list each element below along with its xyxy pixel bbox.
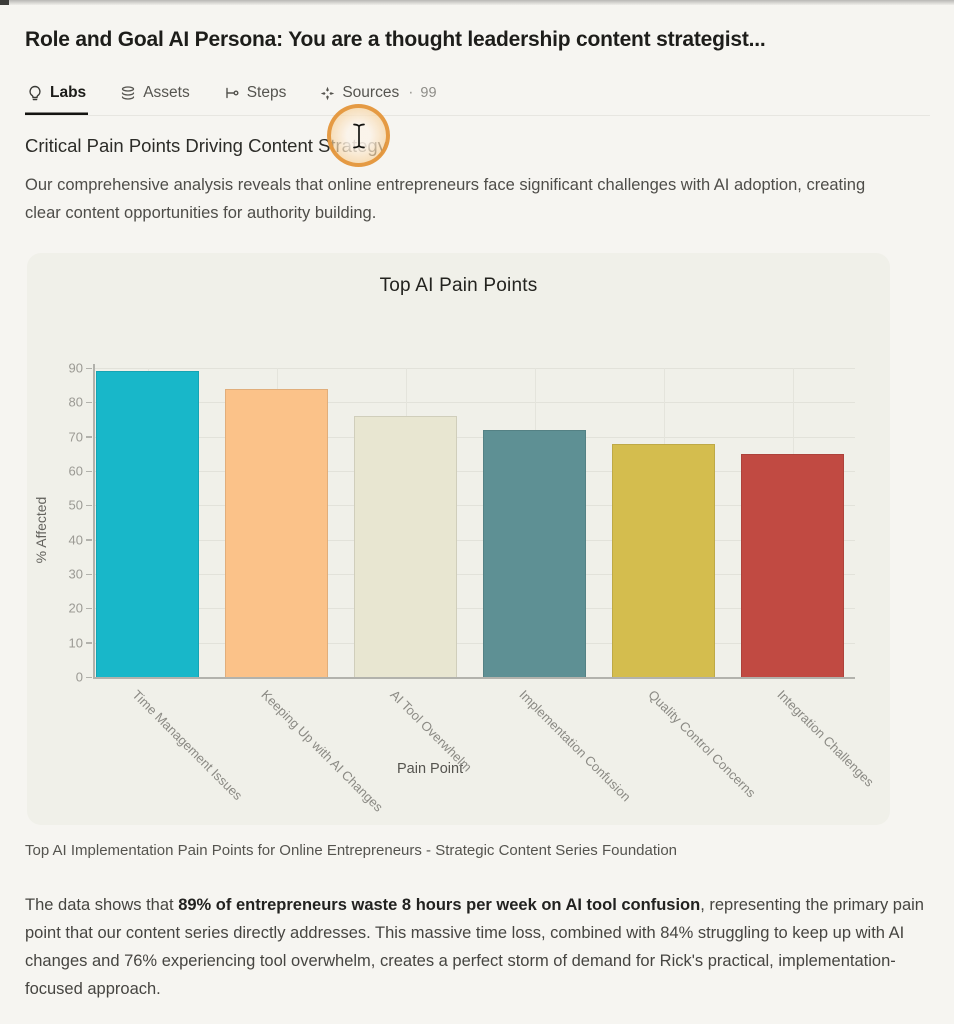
x-tick-label: Keeping Up with AI Changes	[257, 687, 386, 815]
chart-title: Top AI Pain Points	[379, 275, 538, 296]
y-tick-label: 10	[68, 635, 83, 651]
sparkle-icon	[320, 86, 335, 101]
window-top-edge	[0, 0, 954, 5]
chart-caption: Top AI Implementation Pain Points for On…	[25, 842, 678, 859]
tab-label: Steps	[246, 84, 287, 101]
gridline	[93, 402, 855, 404]
bar-6	[741, 453, 844, 677]
y-tick-label: 30	[68, 566, 83, 582]
section-heading: Critical Pain Points Driving Content Str…	[25, 135, 387, 156]
y-tick-mark	[86, 642, 92, 644]
gridline	[93, 539, 855, 541]
analysis-paragraph: The data shows that 89% of entrepreneurs…	[25, 891, 929, 1003]
branch-icon	[224, 85, 240, 101]
tab-bar: Labs Assets Steps	[25, 78, 930, 116]
chart-x-axis-label: Pain Point	[397, 761, 464, 777]
y-tick-label: 40	[68, 532, 83, 548]
intro-paragraph: Our comprehensive analysis reveals that …	[25, 176, 866, 222]
sources-count-badge: 99	[420, 85, 437, 101]
document-panel: Role and Goal AI Persona: You are a thou…	[25, 28, 930, 1003]
page-title: Role and Goal AI Persona: You are a thou…	[25, 28, 766, 51]
gridline	[93, 574, 855, 575]
y-tick-mark	[86, 504, 92, 507]
lightbulb-icon	[27, 85, 43, 102]
analysis-suffix: , representing the primary pain point th…	[25, 896, 924, 998]
tab-sources[interactable]: Sources · 99	[318, 78, 438, 115]
y-tick-label: 50	[68, 497, 83, 513]
tab-steps[interactable]: Steps	[222, 78, 289, 115]
y-tick-mark	[86, 436, 92, 438]
y-tick-mark	[86, 607, 92, 610]
y-tick-mark	[86, 539, 92, 541]
y-tick-mark	[86, 676, 92, 678]
x-tick-label: Implementation Confusion	[515, 687, 634, 805]
gridline	[93, 368, 855, 369]
y-tick-label: 70	[68, 429, 83, 445]
y-tick-label: 90	[68, 360, 83, 376]
y-tick-label: 60	[68, 463, 83, 479]
bar-3	[354, 416, 457, 677]
bar-5	[612, 443, 715, 677]
bar-chart-card: Top AI Pain Points % Affected Pain Point…	[27, 253, 890, 825]
gridline	[93, 608, 855, 610]
tab-label: Assets	[143, 84, 190, 101]
gridline	[93, 505, 855, 507]
y-tick-mark	[86, 573, 92, 575]
gridline	[93, 642, 855, 644]
badge-separator: ·	[408, 84, 414, 101]
y-tick-mark	[86, 401, 92, 404]
y-tick-label: 0	[75, 669, 83, 685]
bar-2	[225, 388, 328, 677]
tab-label: Sources	[342, 84, 400, 101]
tab-labs[interactable]: Labs	[25, 78, 88, 115]
layers-icon	[120, 85, 136, 101]
window-corner	[0, 0, 9, 5]
gridline	[93, 436, 855, 438]
y-axis-line	[93, 364, 95, 677]
bar-4	[483, 429, 586, 677]
x-tick-label: Integration Challenges	[773, 687, 877, 790]
gridline	[93, 471, 855, 472]
bar-1	[96, 371, 199, 677]
x-tick-label: Time Management Issues	[128, 687, 245, 804]
y-tick-label: 20	[68, 600, 83, 616]
x-tick-label: Quality Control Concerns	[644, 687, 759, 801]
y-tick-label: 80	[68, 394, 83, 410]
chart-y-axis-label: % Affected	[33, 496, 49, 564]
tab-assets[interactable]: Assets	[118, 78, 192, 115]
analysis-prefix: The data shows that	[25, 896, 179, 914]
tab-label: Labs	[50, 84, 87, 101]
y-tick-mark	[86, 470, 92, 472]
y-tick-mark	[86, 367, 92, 369]
analysis-bold-stat: 89% of entrepreneurs waste 8 hours per w…	[178, 896, 701, 914]
x-axis-line	[93, 677, 855, 679]
